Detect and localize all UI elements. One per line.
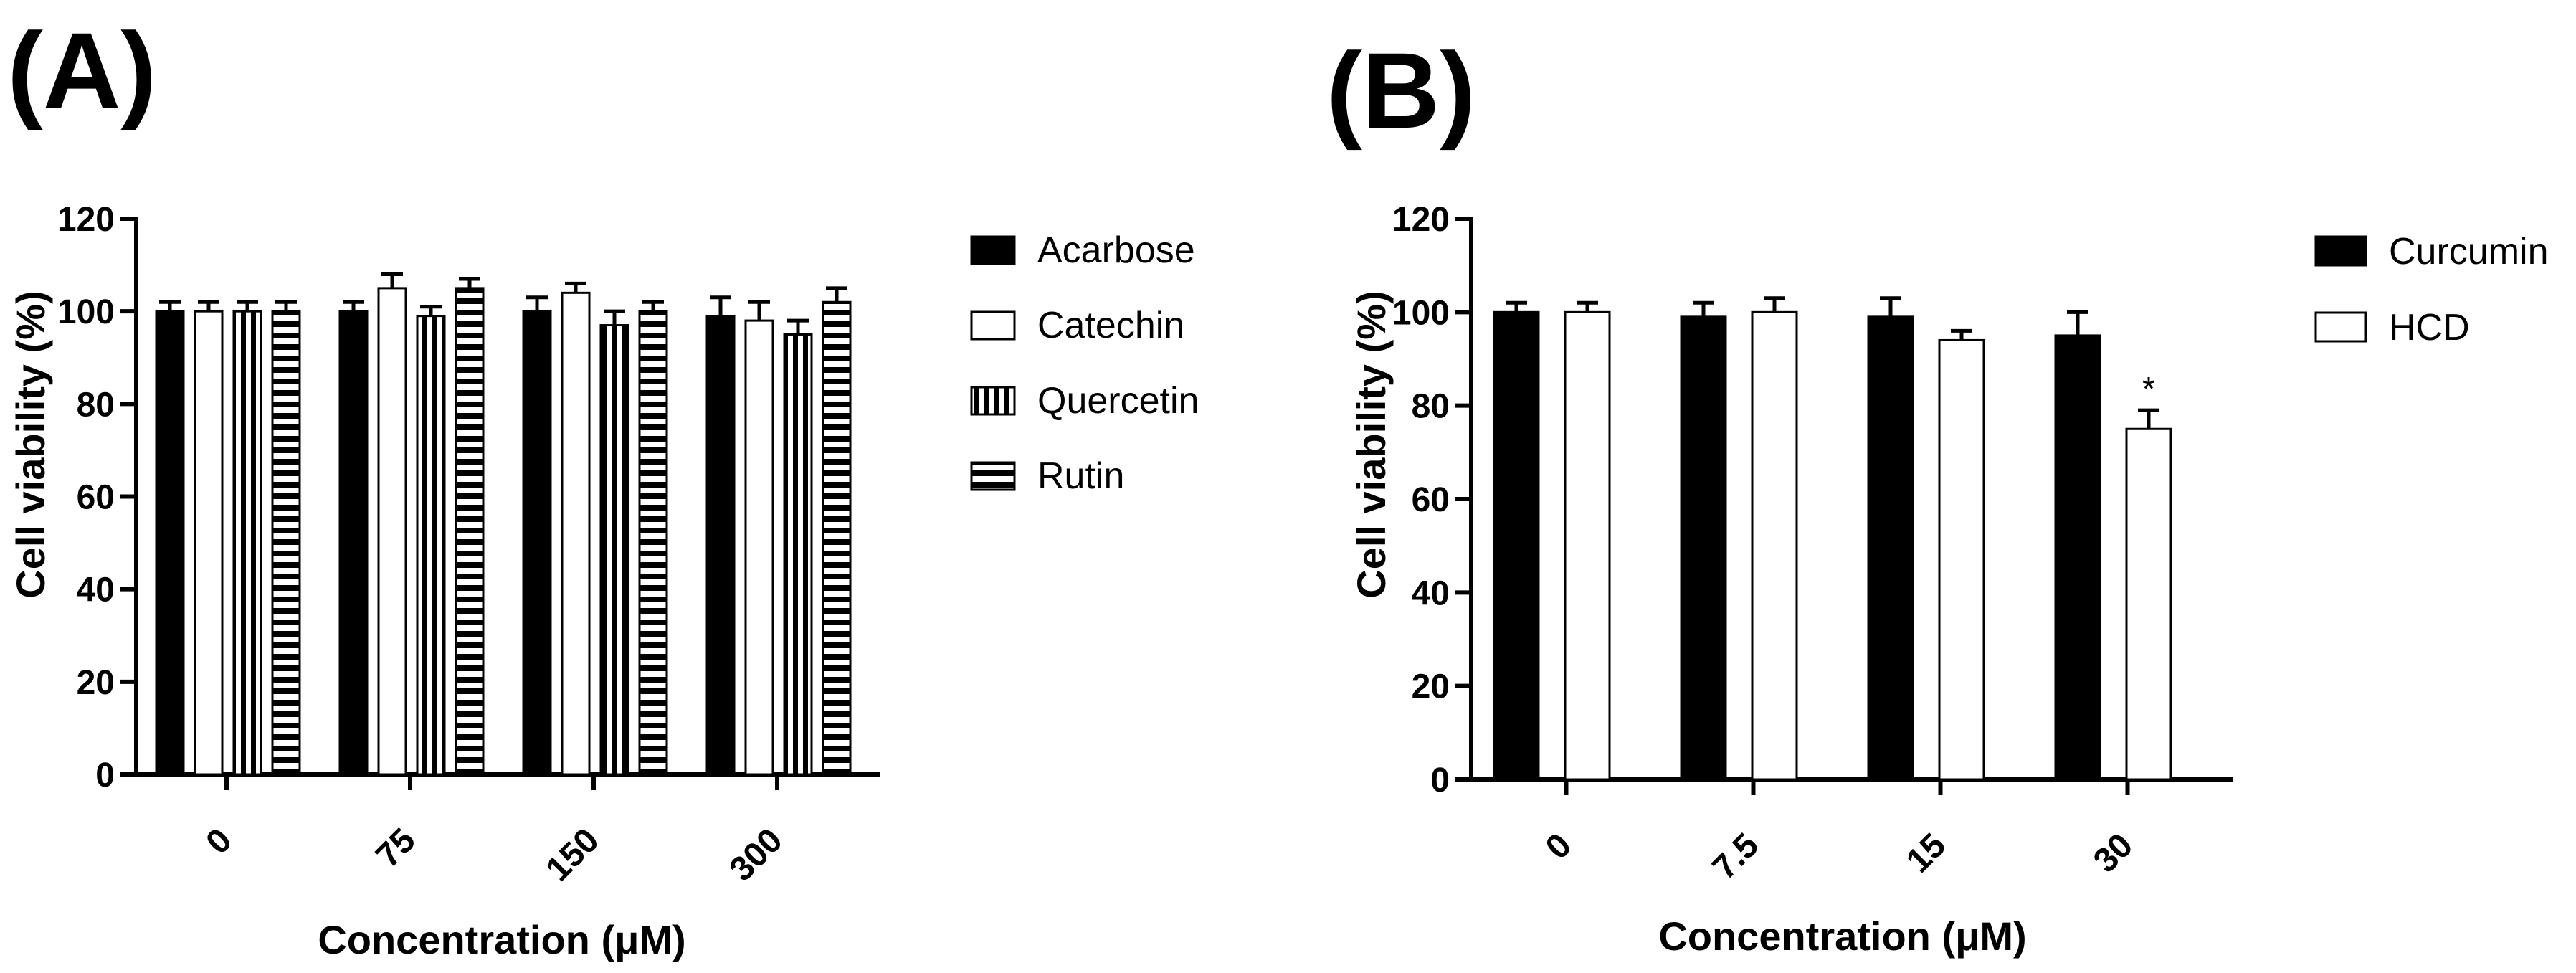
- y-tick-label: 60: [77, 479, 115, 517]
- legend-swatch: [970, 461, 1016, 491]
- bar: [271, 310, 301, 776]
- legend-label: Acarbose: [1037, 229, 1195, 271]
- bar: [1938, 338, 1985, 781]
- x-tick-label: 75: [369, 821, 423, 875]
- legend-b: Curcumin HCD: [2314, 231, 2549, 348]
- x-tick-label: 300: [723, 821, 790, 888]
- panel-a: (A) Cell viability (%) Concentration (μM…: [7, 10, 1199, 962]
- panel-label-a: (A): [7, 10, 156, 130]
- x-ticks-b: 0 7.5 15 30: [1539, 779, 2140, 887]
- legend-label: HCD: [2389, 307, 2470, 348]
- y-tick-label: 40: [1412, 574, 1450, 612]
- y-tick-label: 60: [1412, 481, 1450, 519]
- y-tick-label: 80: [77, 386, 115, 424]
- bar: [2054, 334, 2101, 781]
- significance-marker: *: [2142, 370, 2155, 407]
- legend-label: Quercetin: [1037, 380, 1199, 422]
- bars-a: [155, 272, 852, 776]
- bar: [155, 310, 185, 776]
- bar: [1867, 315, 1914, 781]
- panel-label-b: (B): [1326, 30, 1475, 151]
- y-tick-label: 40: [77, 571, 115, 609]
- bars-b: [1493, 296, 2172, 781]
- legend-label: Curcumin: [2389, 231, 2549, 272]
- y-axis-title-a: Cell viability (%): [8, 290, 53, 598]
- bar: [1493, 310, 1540, 781]
- x-tick-label: 0: [1539, 826, 1579, 866]
- bar: [1751, 310, 1798, 781]
- y-tick-label: 120: [57, 201, 115, 239]
- x-tick-label: 30: [2086, 826, 2140, 880]
- legend-a: Acarbose Catechin Quercetin Rutin: [970, 229, 1199, 497]
- bar: [377, 287, 407, 776]
- y-ticks-b: 0 20 40 60 80 100 120: [1392, 201, 2233, 799]
- x-axis-title-b: Concentration (μM): [1658, 913, 2026, 959]
- bar: [2125, 427, 2172, 781]
- x-axis-title-a: Concentration (μM): [318, 917, 685, 962]
- x-tick-label: 7.5: [1706, 826, 1767, 887]
- bar: [1564, 310, 1611, 781]
- y-ticks-a: 0 20 40 60 80 100 120: [57, 201, 880, 794]
- bar: [705, 315, 736, 776]
- bar: [416, 315, 446, 776]
- x-tick-label: 150: [539, 821, 607, 888]
- legend-swatch: [2314, 235, 2367, 267]
- y-tick-label: 20: [1412, 668, 1450, 706]
- x-tick-label: 15: [1899, 826, 1953, 880]
- y-tick-label: 100: [1392, 294, 1450, 332]
- legend-swatch: [970, 310, 1016, 341]
- bar: [455, 287, 485, 776]
- y-tick-label: 100: [57, 293, 115, 331]
- bar: [232, 310, 262, 776]
- y-tick-label: 20: [77, 664, 115, 702]
- y-tick-label: 80: [1412, 388, 1450, 426]
- bar: [522, 310, 552, 776]
- y-axis-title-b: Cell viability (%): [1349, 290, 1394, 598]
- y-tick-label: 0: [95, 756, 115, 794]
- y-tick-label: 120: [1392, 201, 1450, 239]
- bar: [783, 333, 813, 776]
- annotations-b: *: [2142, 370, 2155, 407]
- legend-swatch: [2314, 311, 2367, 343]
- bar: [194, 310, 224, 776]
- y-tick-label: 0: [1430, 761, 1450, 799]
- panel-b: (B) Cell viability (%) Concentration (μM…: [1326, 30, 2549, 959]
- legend-swatch: [970, 235, 1016, 265]
- legend-label: Rutin: [1037, 455, 1124, 497]
- legend-label: Catechin: [1037, 305, 1184, 346]
- bar: [638, 310, 668, 776]
- bar: [822, 300, 852, 776]
- x-tick-label: 0: [199, 821, 239, 861]
- bar: [338, 310, 369, 776]
- x-ticks-a: 0 75 150 300: [199, 774, 790, 888]
- legend-swatch: [970, 386, 1016, 416]
- bar: [561, 291, 591, 776]
- bar: [599, 324, 629, 776]
- bar: [744, 319, 774, 776]
- bar: [1680, 315, 1727, 781]
